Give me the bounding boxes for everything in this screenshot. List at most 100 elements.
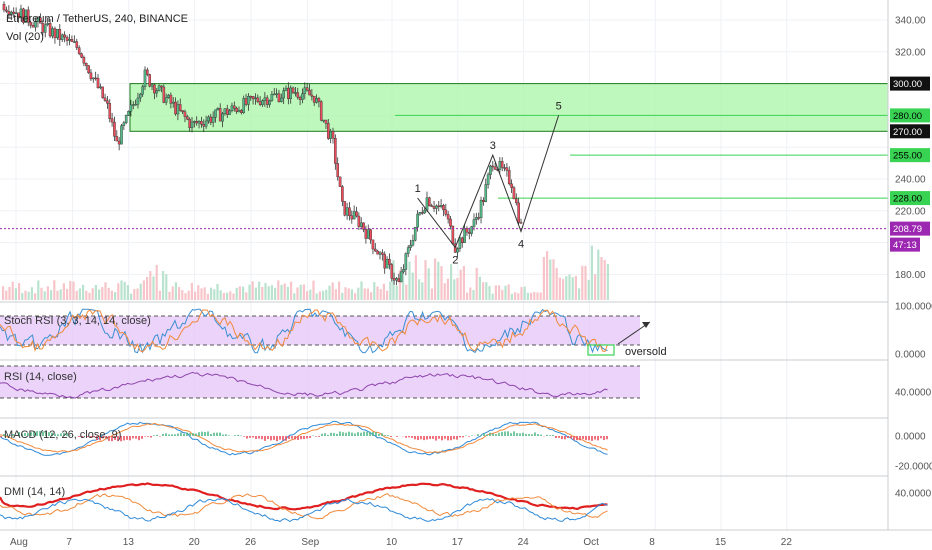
macd-histogram-bar: [414, 436, 416, 440]
volume-bar: [290, 281, 293, 300]
macd-histogram-bar: [285, 436, 287, 441]
macd-histogram-bar: [369, 431, 371, 436]
volume-bar: [514, 292, 517, 300]
macd-histogram-bar: [528, 434, 530, 436]
candle-body: [402, 269, 405, 273]
candle-body: [409, 244, 412, 248]
volume-bar: [562, 279, 565, 300]
volume-bar: [190, 282, 193, 300]
macd-histogram-bar: [573, 436, 575, 441]
volume-bar: [552, 259, 555, 300]
volume-bar: [213, 289, 216, 300]
volume-bar: [456, 277, 459, 300]
candle-body: [446, 214, 450, 220]
macd-histogram-bar: [150, 436, 152, 438]
volume-bar: [382, 283, 385, 300]
dmi-minus-line: [0, 497, 608, 523]
macd-histogram-bar: [210, 433, 212, 436]
volume-bar: [523, 286, 526, 300]
volume-bar: [91, 288, 94, 300]
candle-body: [475, 217, 478, 220]
volume-bar: [386, 290, 389, 300]
volume-bar: [267, 286, 270, 300]
candle-body: [115, 136, 119, 142]
macd-histogram-bar: [279, 436, 281, 440]
volume-bar: [363, 288, 366, 300]
candle-body: [265, 97, 269, 105]
candle-body: [136, 97, 140, 105]
volume-bar: [56, 290, 59, 300]
candle-body: [350, 215, 354, 220]
macd-histogram-bar: [555, 436, 557, 439]
volume-bar: [405, 284, 408, 300]
macd-histogram-bar: [207, 431, 209, 436]
countdown-tag-text: 47:13: [893, 240, 917, 251]
candle-body: [458, 237, 462, 249]
macd-histogram-bar: [90, 436, 92, 438]
candle-body: [19, 8, 23, 19]
candle-body: [148, 74, 152, 87]
volume-bar: [482, 282, 485, 300]
macd-histogram-bar: [366, 431, 368, 436]
macd-histogram-bar: [333, 433, 335, 436]
macd-histogram-bar: [435, 436, 437, 441]
candle-body: [36, 17, 40, 23]
macd-histogram-bar: [603, 436, 605, 441]
volume-bar: [101, 287, 104, 300]
candle-body: [268, 100, 271, 105]
volume-bar: [226, 292, 229, 300]
resistance-zone: [129, 83, 889, 132]
candle-body: [176, 104, 180, 115]
macd-histogram-bar: [495, 434, 497, 436]
macd-histogram-bar: [189, 433, 191, 436]
macd-histogram-bar: [447, 436, 449, 441]
candle-body: [43, 24, 47, 33]
candle-body: [22, 8, 25, 23]
macd-histogram-bar: [219, 432, 221, 436]
candle-body: [305, 87, 309, 91]
macd-histogram-bar: [408, 436, 410, 438]
volume-bar: [360, 281, 363, 300]
wave-label: 2: [452, 254, 458, 266]
macd-histogram-bar: [336, 433, 338, 436]
level-tag-text: 255.00: [893, 151, 922, 162]
candle-body: [303, 87, 307, 94]
candle-body: [442, 205, 445, 211]
candle-body: [138, 93, 142, 99]
volume-bar: [270, 285, 273, 300]
candle-body: [460, 237, 464, 243]
macd-histogram-bar: [585, 436, 587, 441]
candle-body: [7, 11, 11, 15]
volume-bar: [187, 290, 190, 300]
macd-histogram-bar: [216, 432, 218, 436]
volume-bar: [200, 288, 203, 300]
candle-body: [94, 77, 97, 80]
macd-histogram-bar: [570, 436, 572, 439]
candle-body: [58, 29, 62, 40]
candle-body: [99, 86, 102, 89]
candle-body: [444, 209, 448, 215]
candle-body: [282, 90, 285, 99]
macd-histogram-bar: [579, 436, 581, 441]
candle-body: [202, 124, 206, 127]
volume-bar: [149, 271, 152, 300]
candle-body: [324, 119, 328, 124]
macd-histogram-bar: [174, 434, 176, 436]
price-tag-text: 270.00: [893, 127, 922, 138]
macd-histogram-bar: [597, 436, 599, 441]
panel-tick-label: 40.0000: [895, 489, 932, 500]
volume-bar: [142, 280, 145, 300]
macd-histogram-bar: [288, 436, 290, 439]
panel-tick-label: 100.0000: [895, 302, 932, 313]
volume-bar: [280, 284, 283, 300]
macd-histogram-bar: [264, 436, 266, 441]
macd-histogram-bar: [477, 434, 479, 436]
candle-body: [207, 116, 210, 122]
macd-histogram-bar: [357, 432, 359, 436]
macd-histogram-bar: [273, 436, 275, 440]
volume-bar: [264, 282, 267, 300]
panel-tick-label: -20.0000: [895, 462, 932, 473]
macd-histogram-bar: [342, 432, 344, 436]
candle-body: [9, 11, 13, 15]
